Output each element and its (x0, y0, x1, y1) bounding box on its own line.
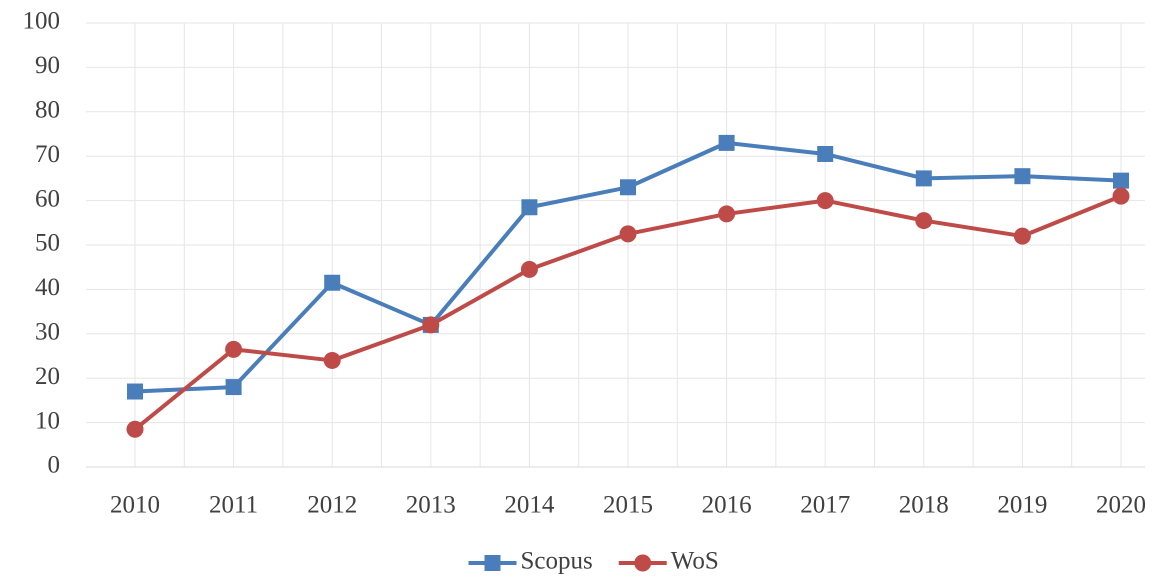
marker (1013, 227, 1031, 245)
marker (225, 379, 242, 396)
x-tick-label: 2016 (702, 492, 752, 519)
marker (127, 383, 143, 400)
y-tick-label: 10 (35, 407, 60, 434)
x-tick-label: 2011 (209, 492, 258, 519)
marker (915, 170, 932, 187)
marker (1113, 172, 1129, 189)
y-tick-label: 0 (48, 452, 61, 479)
y-tick-label: 100 (23, 8, 61, 35)
marker (422, 316, 440, 334)
legend-label: Scopus (521, 548, 593, 575)
x-tick-label: 2013 (406, 492, 456, 519)
x-tick-label: 2012 (307, 492, 357, 519)
marker (323, 351, 341, 369)
marker (520, 260, 538, 278)
y-tick-label: 90 (35, 52, 60, 79)
marker (620, 179, 636, 196)
marker (1014, 168, 1031, 185)
y-tick-label: 60 (35, 185, 60, 212)
x-tick-label: 2015 (603, 492, 653, 519)
marker (817, 145, 834, 162)
x-tick-label: 2018 (899, 492, 949, 519)
legend-label: WoS (671, 548, 719, 575)
legend-marker (634, 554, 652, 572)
marker (126, 420, 144, 438)
x-tick-label: 2020 (1096, 492, 1146, 519)
marker (225, 340, 243, 358)
y-tick-label: 80 (35, 97, 60, 124)
marker (521, 199, 538, 216)
marker (816, 192, 834, 210)
x-tick-label: 2014 (504, 492, 555, 519)
x-tick-label: 2017 (800, 492, 850, 519)
marker (915, 212, 933, 230)
marker (1112, 187, 1130, 205)
y-tick-label: 20 (35, 363, 60, 390)
marker (718, 205, 736, 223)
marker (718, 134, 735, 151)
x-tick-label: 2010 (110, 492, 160, 519)
x-tick-label: 2019 (997, 492, 1047, 519)
y-tick-label: 30 (35, 319, 60, 346)
y-tick-label: 70 (35, 141, 60, 168)
y-tick-label: 40 (35, 274, 60, 301)
legend-marker (484, 555, 501, 571)
marker (619, 225, 637, 243)
y-tick-label: 50 (35, 230, 60, 257)
marker (324, 274, 341, 291)
